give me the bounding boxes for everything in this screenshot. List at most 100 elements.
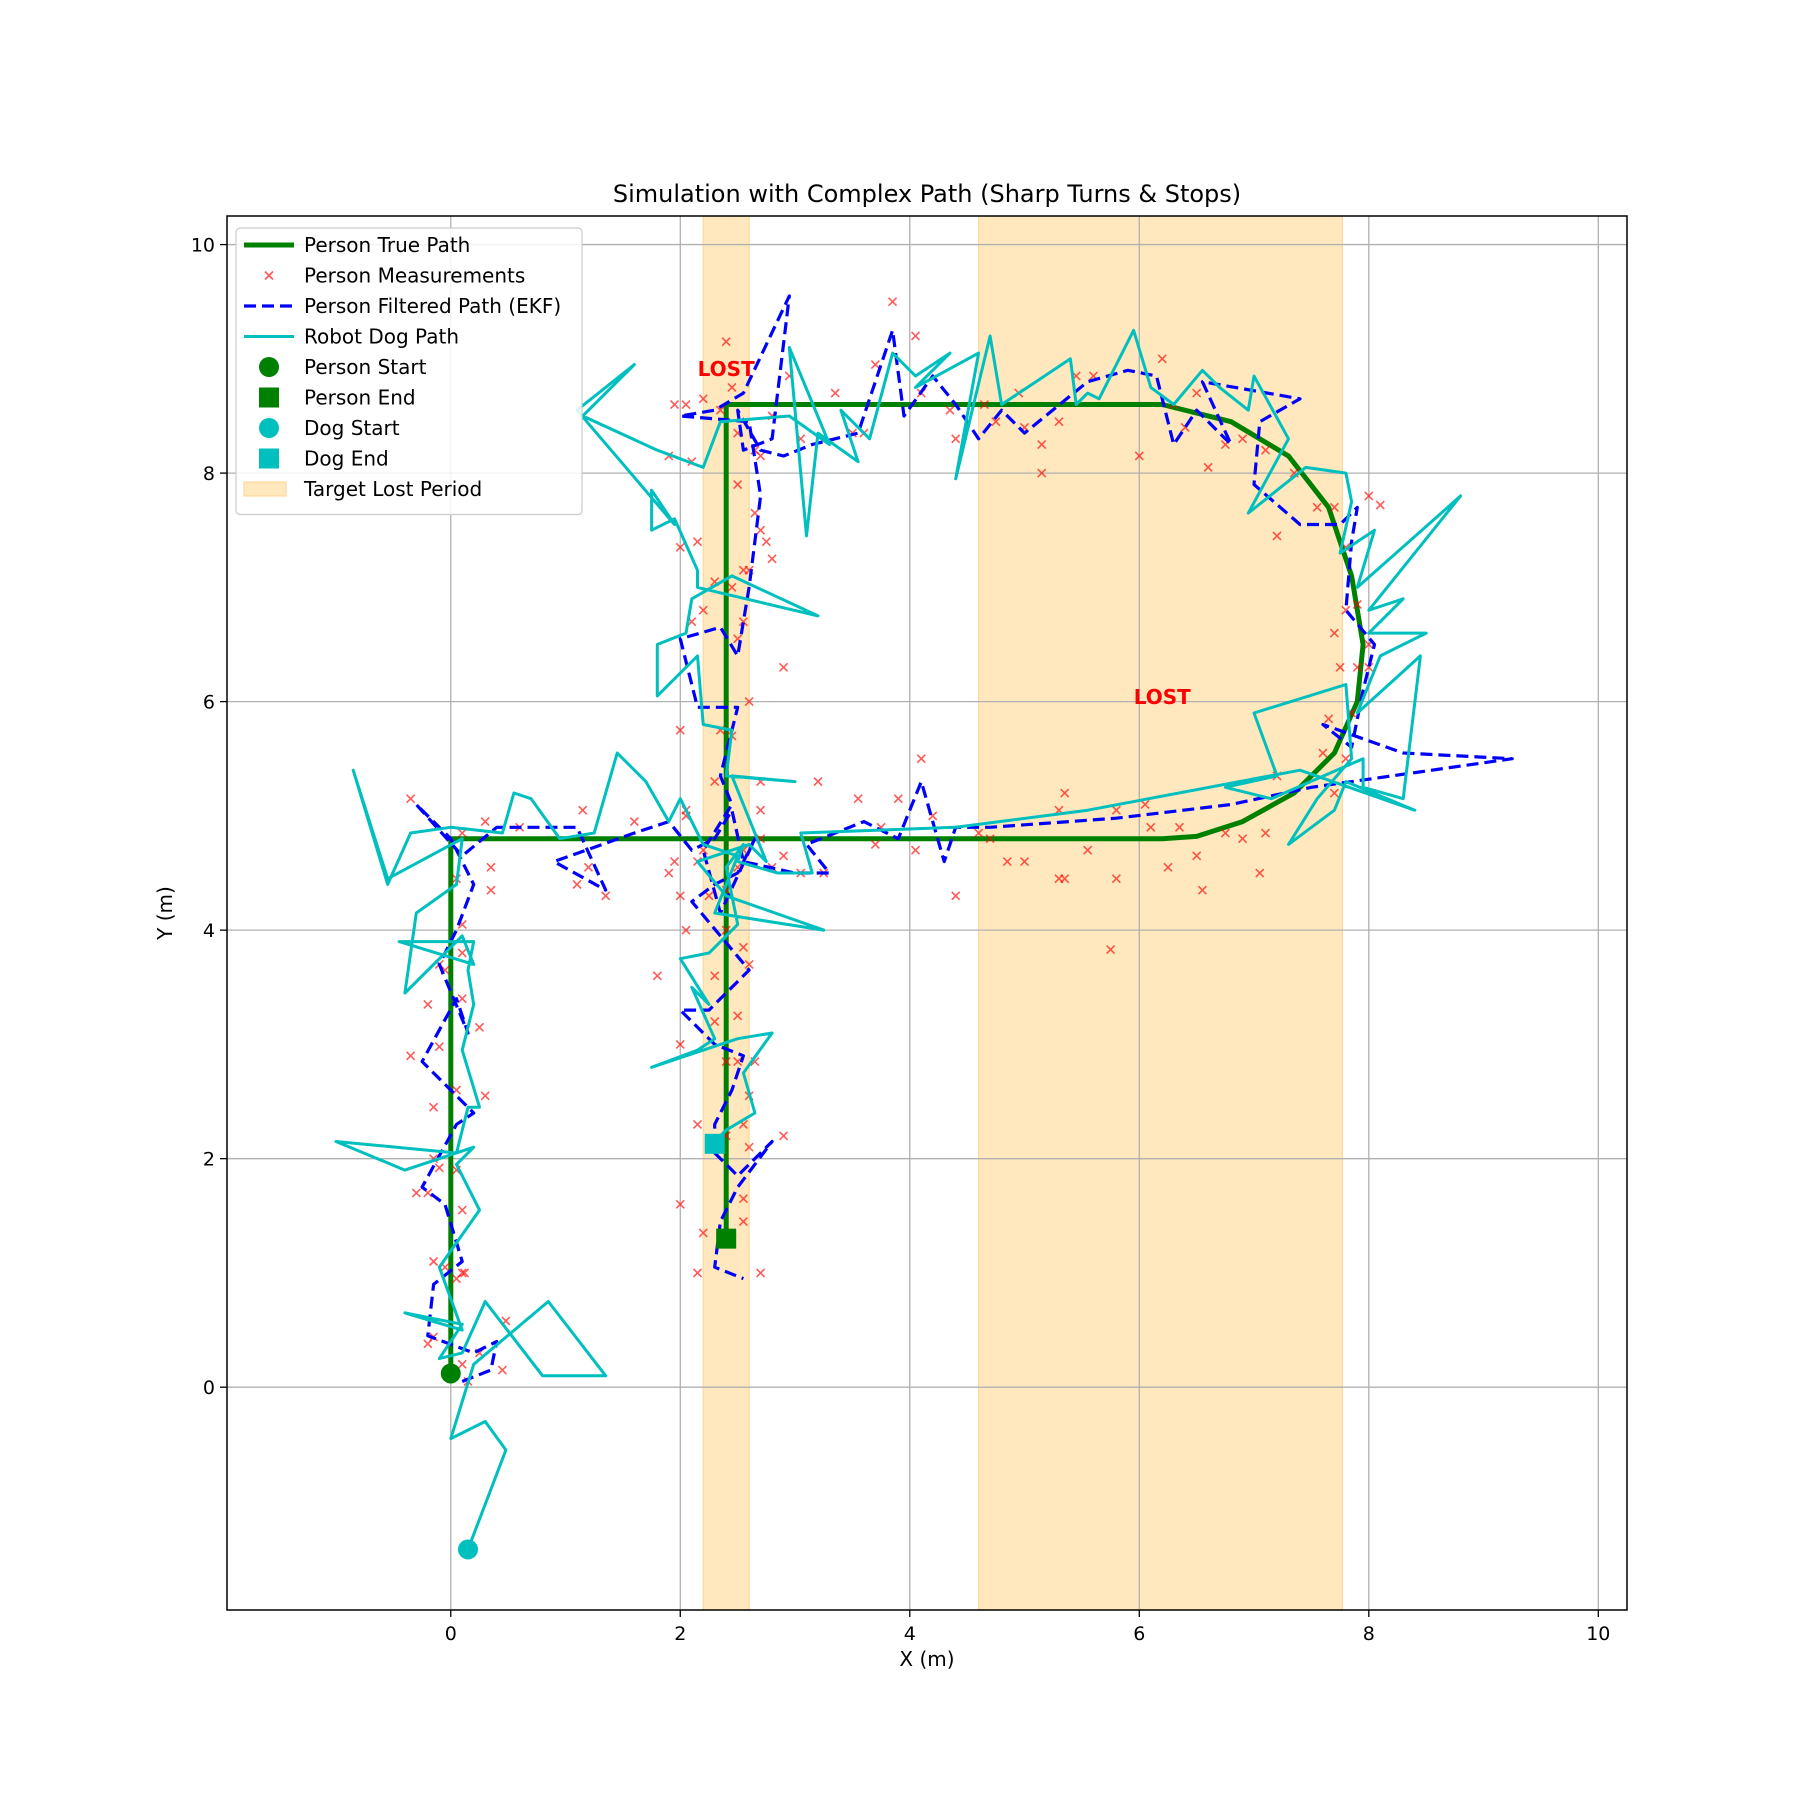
measurement-point <box>1134 451 1144 461</box>
measurement-point <box>893 794 903 804</box>
measurement-point <box>853 794 863 804</box>
measurement-point <box>870 359 880 370</box>
measurement-point <box>457 994 467 1004</box>
measurement-point <box>423 999 433 1009</box>
legend-handle-measurements <box>264 270 274 281</box>
measurement-point <box>406 794 416 804</box>
x-tick-label: 2 <box>674 1623 686 1645</box>
measurement-point <box>457 948 467 958</box>
measurement-point <box>910 845 921 855</box>
measurement-point <box>1352 662 1362 672</box>
measurement-point <box>733 479 743 490</box>
legend-label-lost: Target Lost Period <box>303 477 482 501</box>
y-tick-label: 2 <box>203 1149 215 1171</box>
measurement-point <box>733 1011 743 1021</box>
legend-handle-person_start <box>259 357 279 377</box>
x-tick-label: 0 <box>445 1623 457 1645</box>
measurement-point <box>474 1022 485 1032</box>
measurement-point <box>979 399 989 410</box>
measurement-point <box>692 1268 703 1278</box>
measurement-point <box>778 851 789 861</box>
robot-dog-path-line <box>334 328 1463 1550</box>
measurement-point <box>1260 828 1271 838</box>
measurement-point <box>1329 628 1339 638</box>
measurement-point <box>951 434 961 444</box>
y-tick-label: 0 <box>203 1377 215 1399</box>
measurement-point <box>1083 845 1093 855</box>
measurement-point <box>457 1359 467 1369</box>
measurement-point <box>1238 434 1248 444</box>
measurement-point <box>681 925 691 935</box>
measurement-point <box>744 1142 754 1152</box>
measurement-point <box>459 1268 470 1278</box>
measurement-point <box>1312 502 1322 512</box>
legend-label-person_end: Person End <box>304 386 416 410</box>
measurement-point <box>721 337 731 347</box>
person-end-marker <box>716 1228 737 1249</box>
x-tick-label: 10 <box>1586 1623 1610 1645</box>
measurement-point <box>727 382 737 392</box>
legend-label-person_start: Person Start <box>304 355 427 379</box>
measurement-point <box>675 1039 685 1049</box>
measurement-point <box>1238 834 1248 844</box>
measurement-point <box>813 777 823 787</box>
measurement-point <box>738 1194 748 1204</box>
measurement-point <box>1255 868 1265 878</box>
measurement-point <box>756 805 766 815</box>
plot-frame <box>226 215 1628 1611</box>
measurement-point <box>1174 822 1185 832</box>
measurement-point <box>480 817 490 827</box>
measurement-point <box>1335 662 1345 672</box>
measurement-point <box>830 388 840 398</box>
measurement-point <box>704 891 714 901</box>
measurement-point <box>733 1056 743 1067</box>
measurement-point <box>434 1042 444 1052</box>
measurement-point <box>675 725 685 735</box>
chart-title: Simulation with Complex Path (Sharp Turn… <box>613 180 1241 208</box>
measurement-point <box>652 971 662 981</box>
measurement-point <box>1192 851 1202 861</box>
legend-label-dog_start: Dog Start <box>304 416 400 440</box>
legend: Person True Path Person Measurements Perso… <box>235 227 583 516</box>
y-tick-label: 4 <box>203 920 215 942</box>
measurement-point <box>738 942 748 952</box>
measurement-point <box>497 1365 507 1375</box>
measurement-point <box>1060 874 1070 884</box>
x-tick-label: 8 <box>1363 1623 1375 1645</box>
measurement-point <box>1352 599 1362 610</box>
measurement-point <box>451 1085 462 1095</box>
measurement-point <box>756 1268 766 1278</box>
measurement-point <box>675 1199 685 1209</box>
legend-handle-lost <box>243 481 287 497</box>
legend-handle-dog_start <box>259 418 279 438</box>
measurement-point <box>1111 805 1121 815</box>
measurement-point <box>572 879 582 889</box>
measurement-point <box>457 1205 467 1215</box>
measurement-point <box>715 405 726 415</box>
measurement-point <box>480 1091 490 1101</box>
person-filtered-path-line <box>414 294 1514 1383</box>
measurement-point <box>1037 439 1047 450</box>
measurement-point <box>1329 502 1339 512</box>
measurement-point <box>692 537 703 547</box>
measurement-point <box>744 697 754 707</box>
legend-box <box>235 227 583 516</box>
measurement-point <box>434 1163 444 1173</box>
measurement-point <box>710 1016 720 1027</box>
legend-label-measurements: Person Measurements <box>304 264 525 288</box>
measurement-point <box>1197 885 1207 895</box>
measurement-point <box>991 417 1001 427</box>
measurement-point <box>411 1188 421 1198</box>
measurement-point <box>1054 417 1064 427</box>
measurement-point <box>910 331 921 341</box>
measurement-point <box>778 1131 789 1141</box>
measurement-point <box>888 297 898 307</box>
measurement-point <box>1140 799 1150 810</box>
lost-label-0: LOST <box>698 357 755 381</box>
y-axis-label: Y (m) <box>153 886 177 941</box>
measurement-point <box>457 1268 467 1278</box>
measurement-point <box>1220 828 1230 838</box>
measurement-point <box>1146 822 1156 832</box>
measurement-point <box>710 971 720 981</box>
